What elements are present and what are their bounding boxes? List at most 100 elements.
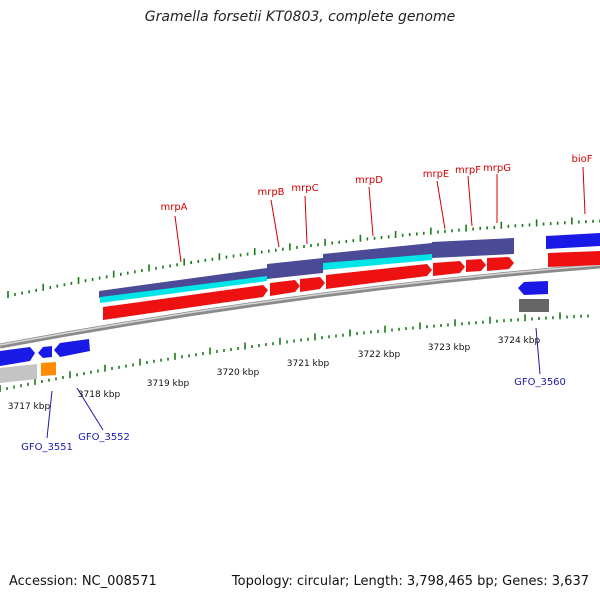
forward-tick [444, 229, 446, 233]
gene-block-orange[interactable] [41, 362, 56, 376]
forward-tick [253, 248, 256, 256]
forward-tick [190, 261, 192, 264]
forward-tick [28, 290, 30, 294]
reverse-tick [300, 338, 302, 342]
reverse-tick [440, 324, 442, 327]
reverse-tick [216, 350, 218, 353]
reverse-tick [433, 324, 435, 328]
forward-tick [183, 258, 185, 266]
reverse-tick [48, 378, 50, 382]
reverse-tick [412, 326, 414, 330]
forward-tick [56, 284, 59, 288]
reverse-tick [181, 355, 183, 359]
forward-label-leaders [174, 166, 586, 263]
gene-label-mrpA[interactable]: mrpA [160, 202, 187, 213]
gene-arrow-GFO_3551[interactable] [38, 346, 52, 358]
gene-label-mrpE[interactable]: mrpE [423, 169, 450, 180]
gene-label-GFO_3551[interactable]: GFO_3551 [21, 442, 73, 453]
reverse-tick [69, 371, 71, 379]
reverse-tick [419, 322, 421, 330]
reverse-tick [314, 333, 316, 341]
operon-bar-purple-c [323, 243, 432, 265]
forward-tick [204, 258, 207, 262]
reverse-tick [83, 372, 85, 376]
forward-tick [493, 225, 496, 229]
reverse-tick [111, 367, 113, 370]
forward-tick [528, 223, 531, 227]
reverse-tick [356, 332, 358, 336]
reverse-tick [188, 354, 190, 358]
reverse-tick [258, 344, 260, 348]
reverse-tick [265, 343, 267, 347]
gene-arrow-GFO_3552[interactable] [54, 339, 90, 357]
gene-arrow-GFO_3551-left[interactable] [0, 347, 35, 366]
forward-tick [549, 222, 552, 226]
gene-arrow-bioF-top[interactable] [546, 233, 600, 249]
gene-arrow-mrpC[interactable] [300, 277, 325, 292]
forward-tick [310, 244, 312, 248]
gene-arrow-bioF[interactable] [548, 251, 600, 267]
gene-label-mrpB[interactable]: mrpB [257, 187, 284, 198]
reverse-tick [244, 342, 246, 350]
gene-label-GFO_3560[interactable]: GFO_3560 [514, 377, 566, 388]
scale-label-3717: 3717 kbp [8, 402, 51, 412]
reverse-tick [566, 315, 568, 319]
forward-tick [282, 247, 284, 251]
forward-tick [21, 291, 23, 295]
reverse-tick [524, 314, 526, 322]
reverse-tick [209, 347, 211, 355]
forward-tick [260, 250, 263, 254]
gene-arrow-mrpF[interactable] [466, 259, 486, 272]
gene-arrow-mrpA[interactable] [103, 285, 268, 320]
forward-tick [176, 263, 178, 267]
reverse-tick [398, 327, 400, 331]
forward-tick [42, 283, 44, 291]
reverse-tick [496, 319, 498, 323]
forward-tick [592, 219, 594, 223]
gene-label-GFO_3552[interactable]: GFO_3552 [78, 432, 130, 443]
forward-tick [387, 235, 390, 239]
forward-tick [211, 257, 214, 261]
gene-arrow-mrpE[interactable] [433, 261, 465, 276]
gene-label-mrpC[interactable]: mrpC [291, 183, 318, 194]
operon-bar-cyan-b [323, 254, 432, 270]
gene-arrow-mrpG[interactable] [487, 257, 514, 271]
reverse-tick [335, 334, 337, 338]
forward-tick [451, 229, 453, 233]
forward-tick [324, 238, 326, 246]
forward-tick [246, 252, 249, 256]
gene-arrow-mrpB[interactable] [270, 280, 300, 296]
reverse-tick [384, 325, 386, 333]
forward-tick [359, 234, 362, 242]
gene-arrow-mrpD[interactable] [326, 264, 432, 289]
reverse-tick [76, 373, 78, 377]
gene-label-mrpD[interactable]: mrpD [355, 175, 383, 186]
gene-arrow-GFO_3560[interactable] [518, 281, 548, 295]
forward-tick [380, 236, 383, 239]
operon-bar-cyan-a [100, 276, 267, 303]
forward-tick [430, 227, 432, 235]
forward-tick [507, 224, 510, 228]
forward-tick [225, 255, 228, 259]
reverse-tick [489, 316, 491, 324]
gene-label-mrpG[interactable]: mrpG [483, 163, 511, 174]
forward-tick [373, 236, 376, 240]
reverse-tick [461, 322, 463, 326]
forward-tick [169, 264, 171, 268]
reverse-tick [321, 336, 323, 340]
forward-tick [401, 233, 404, 237]
reverse-tick [587, 314, 589, 318]
scale-label-3722: 3722 kbp [358, 350, 401, 360]
forward-tick [98, 276, 101, 280]
scale-label-3718: 3718 kbp [78, 390, 121, 400]
reverse-tick [279, 337, 281, 345]
gene-label-mrpF[interactable]: mrpF [455, 165, 481, 176]
topology-text: Topology: circular; Length: 3,798,465 bp… [231, 574, 589, 589]
forward-tick [91, 277, 94, 281]
gene-label-bioF[interactable]: bioF [572, 154, 593, 165]
reverse-tick [90, 370, 92, 374]
reverse-tick [538, 317, 540, 320]
reverse-tick [517, 318, 519, 322]
reverse-tick [531, 317, 533, 321]
